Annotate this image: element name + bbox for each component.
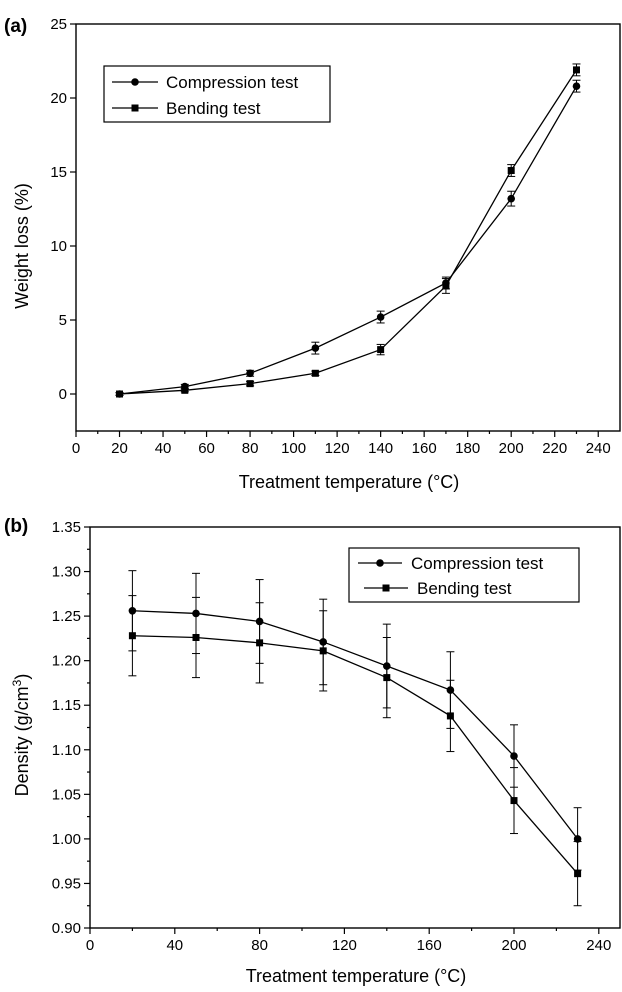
chart-panel-a: (a) Treatment temperature (°C) Weight lo… bbox=[4, 16, 621, 492]
x-tick-label-a: 20 bbox=[111, 440, 128, 457]
y-tick-label-a: 0 bbox=[59, 386, 67, 403]
panel-label-b: (b) bbox=[4, 516, 28, 537]
legend-a: Compression test Bending test bbox=[103, 65, 331, 123]
data-point-bending-a bbox=[507, 167, 515, 175]
y-tick-label-a: 10 bbox=[50, 238, 67, 255]
series-line-compression-b bbox=[132, 610, 579, 840]
x-tick-label-a: 60 bbox=[198, 440, 215, 457]
legend-label-compression-a: Compression test bbox=[166, 73, 299, 92]
x-axis-title-b: Treatment temperature (°C) bbox=[246, 966, 467, 986]
y-tick-label-b: 0.95 bbox=[52, 875, 81, 892]
data-point-bending-b bbox=[192, 633, 200, 641]
y-axis-title-b-sup: 3 bbox=[10, 679, 24, 686]
x-tick-label-b: 200 bbox=[501, 937, 526, 954]
data-point-compression-a bbox=[572, 82, 581, 90]
data-point-bending-b bbox=[256, 639, 264, 647]
y-tick-label-a: 25 bbox=[50, 16, 67, 33]
y-tick-label-a: 15 bbox=[50, 164, 67, 181]
data-point-bending-b bbox=[319, 647, 327, 655]
x-tick-label-b: 80 bbox=[251, 937, 268, 954]
x-tick-label-a: 160 bbox=[412, 440, 437, 457]
x-tick-label-a: 220 bbox=[542, 440, 567, 457]
y-axis-title-b-end: ) bbox=[12, 674, 32, 680]
y-axis-title-a: Weight loss (%) bbox=[12, 183, 32, 309]
legend-b: Compression test Bending test bbox=[348, 547, 580, 603]
data-point-bending-a bbox=[377, 346, 385, 354]
x-tick-label-b: 120 bbox=[332, 937, 357, 954]
y-axis-title-b: Density (g/cm3) bbox=[10, 674, 32, 797]
x-tick-label-a: 180 bbox=[455, 440, 480, 457]
legend-marker-bending-a bbox=[131, 104, 139, 112]
data-point-bending-a bbox=[572, 66, 580, 74]
x-tick-label-a: 200 bbox=[499, 440, 524, 457]
legend-label-bending-b: Bending test bbox=[417, 579, 512, 598]
data-point-bending-a bbox=[181, 386, 189, 394]
data-point-bending-a bbox=[246, 380, 254, 388]
y-tick-label-b: 1.20 bbox=[52, 653, 81, 670]
y-tick-label-b: 0.90 bbox=[52, 920, 81, 937]
x-tick-label-b: 0 bbox=[86, 937, 94, 954]
series-line-bending-b bbox=[132, 635, 579, 875]
legend-marker-bending-b bbox=[382, 584, 390, 592]
y-tick-label-b: 1.05 bbox=[52, 786, 81, 803]
x-tick-label-a: 100 bbox=[281, 440, 306, 457]
x-tick-label-b: 40 bbox=[166, 937, 183, 954]
data-point-compression-a bbox=[507, 194, 515, 203]
legend-marker-compression-b bbox=[376, 559, 384, 567]
data-point-bending-b bbox=[574, 870, 582, 878]
panel-label-a: (a) bbox=[4, 16, 27, 37]
legend-label-bending-a: Bending test bbox=[166, 99, 261, 118]
x-tick-label-a: 140 bbox=[368, 440, 393, 457]
y-axis-title-b-main: Density (g/cm bbox=[12, 686, 32, 796]
data-point-compression-b bbox=[510, 752, 518, 760]
series-line-compression-a bbox=[119, 85, 578, 395]
chart-panel-b: (b) Treatment temperature (°C) Density (… bbox=[4, 516, 621, 986]
x-tick-label-a: 80 bbox=[242, 440, 259, 457]
data-point-bending-b bbox=[446, 712, 454, 720]
x-tick-label-b: 160 bbox=[417, 937, 442, 954]
legend-box-b bbox=[348, 547, 580, 603]
x-tick-label-a: 240 bbox=[586, 440, 611, 457]
y-tick-label-a: 5 bbox=[59, 312, 67, 329]
data-point-compression-a bbox=[246, 369, 254, 378]
y-tick-label-b: 1.15 bbox=[52, 697, 81, 714]
data-point-bending-b bbox=[383, 674, 391, 682]
legend-label-compression-b: Compression test bbox=[411, 554, 544, 573]
y-tick-label-b: 1.35 bbox=[52, 519, 81, 536]
x-tick-label-a: 0 bbox=[72, 440, 80, 457]
y-tick-label-b: 1.25 bbox=[52, 608, 81, 625]
plot-frame-a bbox=[75, 23, 621, 432]
y-tick-label-b: 1.10 bbox=[52, 742, 81, 759]
x-tick-label-a: 40 bbox=[155, 440, 172, 457]
data-point-compression-a bbox=[311, 344, 320, 352]
data-point-bending-b bbox=[510, 797, 518, 805]
y-tick-label-b: 1.30 bbox=[52, 564, 81, 581]
series-line-bending-a bbox=[119, 69, 578, 395]
x-axis-title-a: Treatment temperature (°C) bbox=[239, 472, 460, 492]
y-tick-label-b: 1.00 bbox=[52, 831, 81, 848]
x-tick-label-b: 240 bbox=[586, 937, 611, 954]
x-tick-label-a: 120 bbox=[325, 440, 350, 457]
data-point-bending-a bbox=[442, 282, 450, 290]
data-point-compression-b bbox=[573, 835, 582, 843]
data-point-bending-a bbox=[311, 369, 319, 377]
data-point-compression-a bbox=[376, 313, 385, 321]
data-point-bending-b bbox=[128, 632, 136, 640]
legend-box-a bbox=[103, 65, 331, 123]
y-tick-label-a: 20 bbox=[50, 90, 67, 107]
data-point-bending-a bbox=[116, 390, 124, 398]
legend-marker-compression-a bbox=[131, 78, 139, 86]
